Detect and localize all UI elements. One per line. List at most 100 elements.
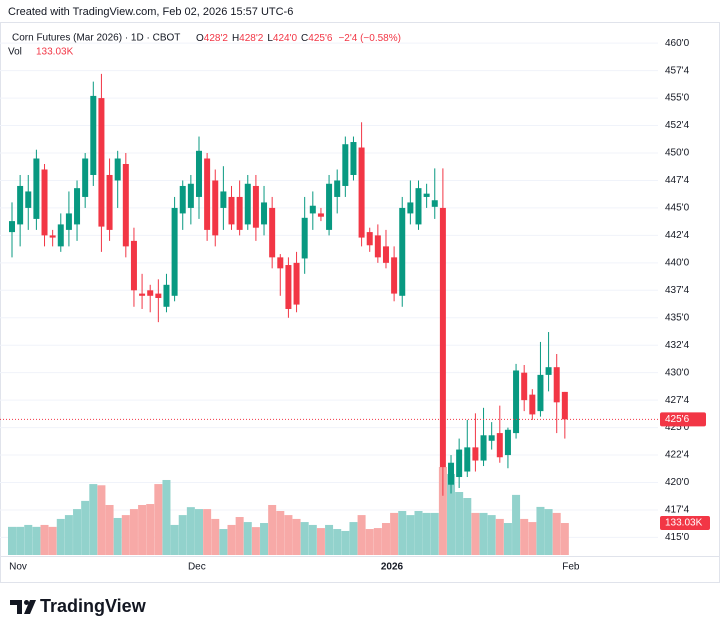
volume-bar [430, 512, 439, 555]
volume-bar [227, 524, 236, 555]
candle-body [342, 144, 349, 186]
candle-body [464, 447, 471, 472]
volume-bar [422, 512, 431, 555]
logo-dot [24, 600, 29, 605]
volume-bar [325, 524, 334, 555]
volume-bar [471, 512, 480, 555]
volume-bar [48, 526, 57, 555]
candle-body [204, 158, 211, 230]
y-tick-label: 422'4 [665, 450, 690, 461]
volume-bar [81, 500, 90, 555]
y-tick-label: 460'0 [665, 38, 690, 49]
volume-bar [89, 484, 98, 555]
candle-body [171, 207, 178, 296]
volume-bar [211, 518, 220, 555]
x-tick-label: Nov [9, 562, 27, 573]
volume-bar [479, 512, 488, 555]
volume-bar [552, 512, 561, 555]
candle-body [309, 205, 316, 214]
volume-bar [16, 526, 25, 555]
candle-body [90, 95, 97, 175]
candle-body [106, 174, 113, 230]
candle-body [212, 180, 219, 236]
volume-bar [194, 509, 203, 555]
candle-body [277, 257, 284, 269]
candle-body [521, 372, 528, 401]
volume-bar [8, 526, 16, 555]
volume-bar [24, 524, 33, 555]
symbol: Corn Futures (Mar 2026) · 1D · CBOT [12, 33, 180, 44]
candle-body [9, 221, 15, 233]
volume-bar [512, 494, 521, 555]
candle-body [228, 196, 235, 225]
candle-body [220, 191, 227, 208]
candle-body [49, 235, 56, 238]
volume-bar [398, 511, 407, 555]
candle-body [317, 213, 324, 217]
candle-body [130, 240, 137, 291]
x-tick-label: Feb [562, 562, 580, 573]
y-tick-label: 415'0 [665, 532, 690, 543]
volume-bar [495, 518, 504, 555]
volume-bar [40, 524, 49, 555]
volume-bar [406, 515, 415, 555]
candle-body [529, 394, 536, 415]
ohlc-key: H [232, 33, 239, 44]
brand: TradingView [40, 596, 147, 616]
y-tick-label: 442'4 [665, 230, 690, 241]
volume-bar [170, 524, 179, 555]
volume-bar [251, 527, 260, 555]
candle-body [553, 367, 560, 403]
ohlc-value: 425'6 [308, 33, 333, 44]
vol-label-box [660, 516, 710, 531]
last-price-label: 425'6 [665, 414, 690, 425]
candle-body [334, 180, 341, 197]
volume-bar [32, 526, 41, 555]
candle-body [293, 262, 300, 305]
volume-bar [97, 485, 106, 555]
candle-body [269, 207, 276, 258]
volume-bar [146, 504, 155, 555]
candle-body [114, 158, 121, 181]
volume-bar [276, 511, 285, 555]
candle-body [366, 232, 373, 246]
y-tick-label: 437'4 [665, 285, 690, 296]
vol-label: 133.03K [665, 518, 703, 529]
volume-bar [463, 498, 472, 555]
candle-body [399, 207, 406, 296]
ohlc-value: 428'2 [204, 33, 229, 44]
candle-body [139, 293, 146, 296]
candle-body [431, 200, 438, 207]
candle-body [537, 374, 544, 412]
candle-body [488, 435, 495, 441]
y-tick-label: 430'0 [665, 367, 690, 378]
volume-bar [73, 509, 82, 555]
candle-body [415, 188, 422, 225]
y-tick-label: 452'4 [665, 120, 690, 131]
candle-body [57, 224, 64, 247]
candle-body [374, 235, 381, 258]
volume-bar [235, 517, 244, 555]
volume-bar [447, 473, 456, 555]
y-tick-label: 440'0 [665, 257, 690, 268]
volume-bar [381, 523, 390, 555]
x-tick-label: 2026 [381, 562, 404, 573]
ohlc-key: C [301, 33, 308, 44]
candle-body [504, 429, 511, 456]
candle-body [350, 142, 357, 175]
volume-bar [105, 504, 114, 555]
y-tick-label: 455'0 [665, 93, 690, 104]
ohlc-value: 424'0 [273, 33, 298, 44]
volume-bar [341, 530, 350, 555]
candle-body [25, 191, 32, 208]
volume-bar [64, 515, 73, 555]
candle-body [513, 370, 520, 434]
candle-body [244, 183, 251, 225]
volume-bar [284, 515, 293, 555]
ohlc-key: O [196, 33, 204, 44]
candle-body [236, 196, 243, 230]
plot: 415'0 417'4 420'0 422'4 425'0 427'4 430'0 432'4… [0, 38, 720, 573]
volume-bar [154, 484, 163, 555]
ohlc-key: L [267, 33, 273, 44]
candle-body [448, 462, 455, 485]
